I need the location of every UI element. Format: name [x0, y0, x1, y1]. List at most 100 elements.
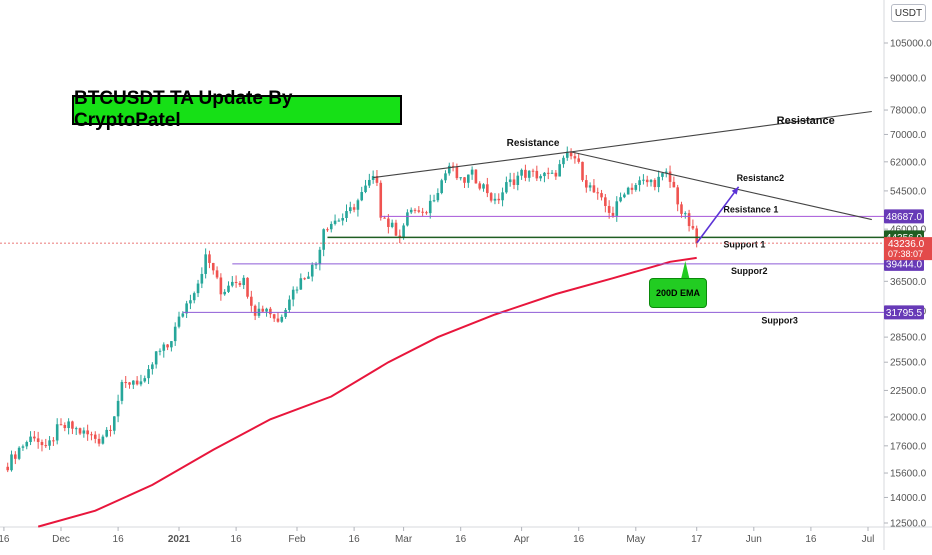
- candle: [170, 341, 173, 352]
- time-tick-label: Dec: [52, 534, 70, 545]
- candle: [634, 182, 638, 192]
- trendline-label: Resistance: [777, 115, 835, 127]
- candle: [341, 213, 344, 226]
- projection-label: Resistanc2: [737, 173, 785, 183]
- candle-body: [253, 305, 257, 316]
- candles-group: [6, 146, 699, 473]
- candle-body: [280, 316, 284, 322]
- candle-body: [524, 169, 527, 178]
- candle: [390, 219, 394, 229]
- candle: [257, 302, 261, 318]
- price-tick-label: 46000.0: [890, 225, 927, 236]
- candle-body: [17, 447, 21, 459]
- candle: [59, 418, 63, 426]
- candle-body: [208, 254, 211, 263]
- candle: [432, 194, 436, 203]
- level-label: Suppor3: [761, 315, 798, 325]
- candle-body: [585, 180, 588, 188]
- candle-body: [600, 193, 603, 198]
- candle-body: [341, 218, 344, 221]
- candle: [489, 192, 493, 203]
- candle-body: [303, 278, 306, 280]
- time-tick-label: Apr: [514, 534, 530, 545]
- candle-body: [48, 440, 51, 446]
- candle-body: [447, 165, 451, 174]
- candle: [223, 289, 226, 296]
- candle-body: [402, 225, 405, 238]
- candle-body: [139, 381, 143, 385]
- candle: [668, 165, 672, 188]
- candle: [406, 209, 409, 227]
- candle: [219, 273, 223, 301]
- candle-body: [227, 285, 230, 292]
- candle-body: [162, 344, 166, 351]
- level-badge: [884, 256, 924, 271]
- candle-body: [626, 187, 630, 195]
- candle-body: [151, 364, 154, 370]
- level-label: Support 1: [723, 239, 765, 249]
- candle: [162, 342, 166, 358]
- candle: [474, 169, 478, 184]
- candle-body: [634, 185, 638, 190]
- trendline-label: Resistance: [507, 138, 560, 149]
- candle-body: [676, 187, 679, 205]
- candle-body: [25, 442, 29, 447]
- candle: [238, 280, 242, 287]
- candle-body: [565, 151, 569, 158]
- candle-body: [74, 428, 78, 430]
- price-tick-label: 62000.0: [890, 157, 927, 168]
- candle-body: [512, 179, 516, 185]
- candle-body: [554, 172, 558, 177]
- candle-body: [413, 209, 417, 211]
- candle-body: [269, 308, 272, 315]
- candle: [25, 440, 29, 450]
- candle-body: [352, 207, 356, 210]
- candle-body: [44, 445, 48, 447]
- candle: [14, 451, 17, 465]
- currency-unit-button[interactable]: USDT: [891, 4, 926, 22]
- candle: [379, 180, 383, 221]
- candle-body: [501, 192, 504, 201]
- candle: [691, 219, 695, 231]
- candle-body: [295, 289, 299, 291]
- candle-body: [455, 166, 459, 179]
- candle: [455, 163, 459, 181]
- time-tick-label: Mar: [395, 534, 413, 545]
- candle-body: [668, 171, 672, 182]
- candle: [295, 286, 299, 294]
- candle-body: [371, 176, 375, 180]
- candle: [21, 444, 25, 451]
- candle: [196, 279, 200, 298]
- candle: [394, 219, 398, 237]
- candle-body: [467, 174, 470, 183]
- candle-body: [516, 175, 520, 185]
- candle: [645, 175, 649, 187]
- candle: [409, 207, 413, 215]
- projection-arrow-head: [731, 186, 739, 195]
- candle-body: [463, 177, 466, 183]
- candle-body: [425, 212, 428, 214]
- candle: [40, 439, 44, 452]
- candle-body: [349, 207, 352, 212]
- candle: [288, 295, 291, 313]
- candle: [139, 374, 143, 387]
- candle-body: [638, 180, 641, 186]
- candle-body: [573, 156, 577, 159]
- candle: [74, 426, 78, 435]
- candle: [680, 201, 683, 218]
- candle-body: [577, 158, 580, 162]
- candle-body: [132, 380, 135, 385]
- candle: [86, 424, 89, 441]
- candle: [539, 174, 542, 182]
- candle: [105, 427, 108, 438]
- candle-body: [154, 351, 158, 365]
- candle-body: [368, 179, 371, 186]
- level-label: Suppor2: [731, 266, 768, 276]
- level-label: Resistance 1: [723, 204, 778, 214]
- price-tick-label: 70000.0: [890, 130, 927, 141]
- candle: [333, 214, 337, 226]
- candle: [508, 172, 512, 187]
- candle-body: [29, 436, 32, 443]
